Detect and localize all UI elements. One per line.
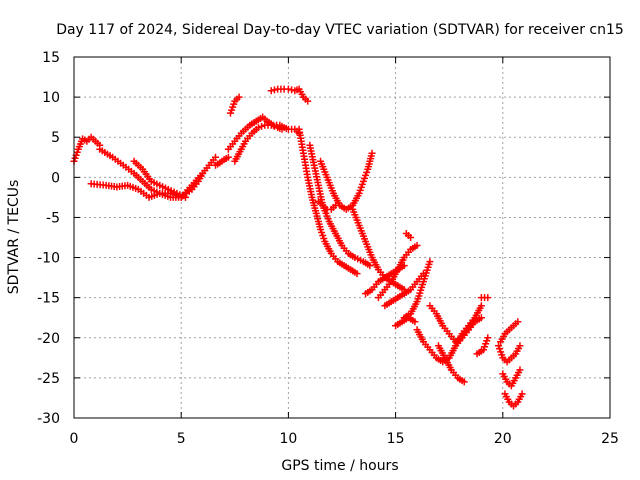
y-axis-label: SDTVAR / TECUs <box>6 180 22 295</box>
data-point <box>270 86 278 94</box>
plot-frame <box>73 56 611 419</box>
data-point <box>212 153 220 161</box>
points-layer <box>70 85 526 410</box>
data-point <box>224 153 232 161</box>
x-axis-label: GPS time / hours <box>281 458 398 474</box>
data-point <box>407 234 415 241</box>
y-tick-label: -15 <box>37 291 60 307</box>
data-point <box>254 124 262 132</box>
data-point <box>518 390 526 398</box>
data-point <box>235 93 243 101</box>
data-point <box>477 314 485 322</box>
data-point <box>484 334 492 342</box>
series-track-c <box>96 145 220 201</box>
data-point <box>366 262 374 270</box>
x-tick-label: 0 <box>70 431 79 447</box>
data-point <box>484 294 492 302</box>
series-track-n <box>349 205 408 294</box>
data-point <box>516 366 524 374</box>
data-point <box>516 342 524 350</box>
series-track-w <box>452 314 485 350</box>
series-track-a <box>70 133 104 165</box>
series-track-v <box>434 342 468 386</box>
data-point <box>514 318 522 326</box>
data-point <box>278 125 286 133</box>
series-track-s <box>392 314 419 330</box>
y-tick-label: -30 <box>37 411 60 427</box>
chart-title: Day 117 of 2024, Sidereal Day-to-day VTE… <box>56 22 624 38</box>
series-track-ab <box>499 366 524 390</box>
series-track-l <box>317 149 376 213</box>
y-tick-label: 10 <box>42 90 60 106</box>
data-point <box>267 121 275 129</box>
y-tick-label: 5 <box>51 130 60 146</box>
data-point <box>270 122 278 130</box>
series-track-aa <box>495 342 524 366</box>
series-track-y <box>477 294 492 302</box>
series-track-p <box>374 242 421 302</box>
y-tick-label: 0 <box>51 170 60 186</box>
data-point <box>267 87 275 95</box>
series-track-q <box>381 270 427 310</box>
series-track-ad <box>497 318 522 346</box>
data-point <box>332 201 340 209</box>
x-tick-label: 15 <box>387 431 405 447</box>
data-point <box>413 242 421 250</box>
x-tick-label: 5 <box>177 431 186 447</box>
data-point <box>284 85 292 93</box>
grid-layer <box>74 57 610 418</box>
data-point <box>411 318 419 326</box>
data-point <box>353 270 361 278</box>
data-point <box>477 302 485 310</box>
series-track-r <box>400 258 434 322</box>
data-point <box>368 149 376 157</box>
series-track-z <box>402 229 415 241</box>
data-point <box>426 258 434 266</box>
y-tick-label: -5 <box>46 210 60 226</box>
series-track-e <box>212 153 232 169</box>
data-point <box>460 378 468 386</box>
series-track-g <box>231 121 286 165</box>
series-track-j <box>295 125 361 278</box>
y-tick-label: -25 <box>37 371 60 387</box>
series-track-m <box>314 197 340 213</box>
x-tick-label: 20 <box>494 431 512 447</box>
x-tick-label: 10 <box>279 431 297 447</box>
series-track-x <box>473 334 492 358</box>
series-track-d <box>130 157 189 201</box>
series-track-h <box>227 93 243 117</box>
x-tick-label: 25 <box>601 431 619 447</box>
y-tick-label: -20 <box>37 331 60 347</box>
data-point <box>181 193 189 201</box>
data-point <box>304 97 312 105</box>
data-point <box>258 122 266 130</box>
y-tick-label: 15 <box>42 50 60 66</box>
series-track-i <box>267 85 312 105</box>
y-tick-label: -10 <box>37 251 60 267</box>
series-track-ac <box>501 390 526 410</box>
series-track-f <box>224 113 303 153</box>
